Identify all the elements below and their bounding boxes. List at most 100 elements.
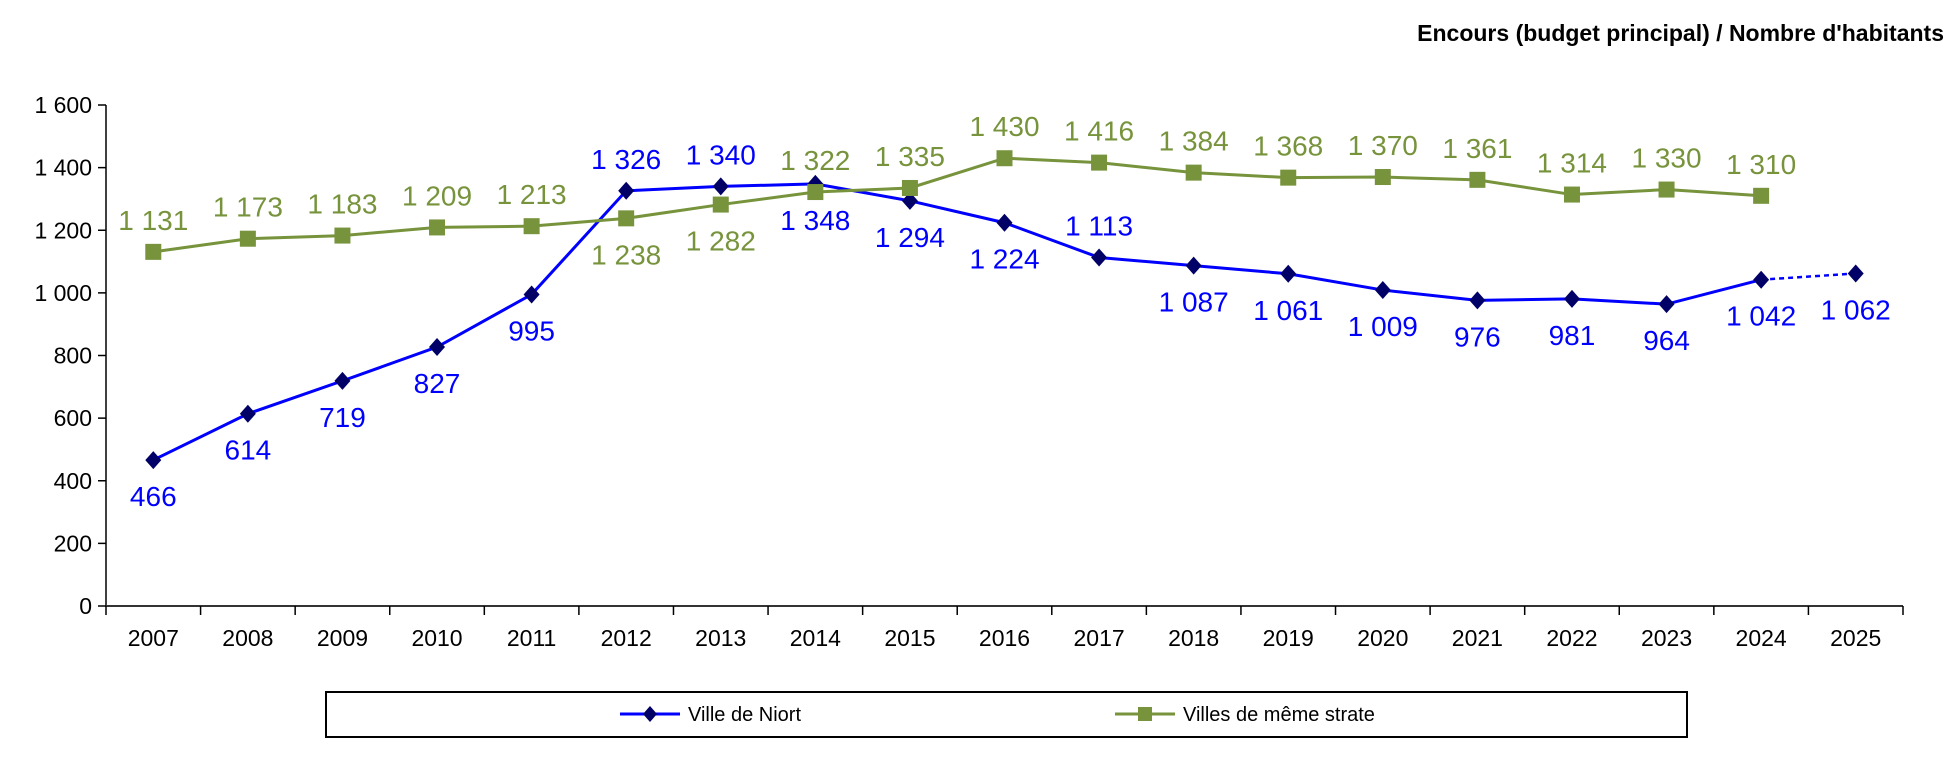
data-label: 1 113 <box>1065 210 1133 241</box>
data-point-square <box>239 230 256 247</box>
legend-marker-diamond <box>643 706 657 722</box>
data-label: 719 <box>319 402 366 433</box>
x-tick-label: 2023 <box>1641 625 1692 651</box>
data-point-square <box>712 196 729 213</box>
data-point-diamond <box>1563 289 1580 308</box>
data-point-diamond <box>1658 295 1675 314</box>
data-point-diamond <box>1091 248 1108 267</box>
data-point-square <box>1280 169 1297 186</box>
data-point-square <box>1374 169 1391 186</box>
data-label: 981 <box>1549 320 1596 351</box>
data-label: 1 173 <box>213 192 283 223</box>
data-point-square <box>1658 181 1675 198</box>
data-point-diamond <box>618 181 635 200</box>
data-label: 1 416 <box>1064 116 1134 147</box>
data-label: 1 326 <box>591 144 661 175</box>
x-tick-label: 2021 <box>1452 625 1503 651</box>
data-point-square <box>996 150 1013 167</box>
data-label: 1 370 <box>1348 130 1418 161</box>
data-label: 1 062 <box>1821 294 1891 325</box>
x-tick-label: 2018 <box>1168 625 1219 651</box>
data-label: 1 183 <box>307 189 377 220</box>
data-point-diamond <box>1847 264 1864 283</box>
x-tick-label: 2024 <box>1736 625 1787 651</box>
data-point-diamond <box>1185 256 1202 275</box>
data-point-square <box>807 184 824 201</box>
data-point-diamond <box>145 451 162 470</box>
y-tick-label: 1 400 <box>34 155 92 181</box>
x-tick-label: 2009 <box>317 625 368 651</box>
y-tick-label: 1 000 <box>34 280 92 306</box>
data-label: 1 361 <box>1442 133 1512 164</box>
data-point-diamond <box>523 285 540 304</box>
data-label: 827 <box>414 368 461 399</box>
legend-label: Ville de Niort <box>688 704 801 726</box>
x-tick-label: 2025 <box>1830 625 1881 651</box>
data-label: 1 009 <box>1348 311 1418 342</box>
x-tick-label: 2010 <box>411 625 462 651</box>
data-label: 1 340 <box>686 139 756 170</box>
data-point-diamond <box>1753 270 1770 289</box>
data-label: 976 <box>1454 321 1501 352</box>
data-point-square <box>1469 171 1486 188</box>
legend-label: Villes de même strate <box>1183 704 1375 726</box>
y-tick-label: 1 600 <box>34 92 92 118</box>
x-tick-label: 2013 <box>695 625 746 651</box>
data-label: 995 <box>508 315 555 346</box>
data-point-square <box>901 179 918 196</box>
x-tick-label: 2020 <box>1357 625 1408 651</box>
data-label: 1 294 <box>875 222 945 253</box>
x-tick-label: 2011 <box>507 625 556 651</box>
data-label: 1 061 <box>1253 295 1323 326</box>
x-tick-label: 2007 <box>128 625 179 651</box>
data-point-diamond <box>901 191 918 210</box>
data-point-diamond <box>429 338 446 357</box>
x-tick-label: 2012 <box>601 625 652 651</box>
data-point-square <box>1563 186 1580 203</box>
x-tick-label: 2017 <box>1073 625 1124 651</box>
data-point-diamond <box>1280 264 1297 283</box>
legend-marker-square <box>1138 707 1152 721</box>
chart-title: Encours (budget principal) / Nombre d'ha… <box>1417 20 1944 46</box>
series-line-0 <box>152 182 1762 462</box>
data-label: 1 368 <box>1253 131 1323 162</box>
data-label: 1 131 <box>118 205 188 236</box>
data-point-diamond <box>334 371 351 390</box>
data-label: 1 224 <box>969 244 1039 275</box>
x-tick-label: 2015 <box>884 625 935 651</box>
data-label: 1 087 <box>1159 287 1229 318</box>
data-label: 1 330 <box>1632 143 1702 174</box>
x-tick-label: 2016 <box>979 625 1030 651</box>
data-label: 1 348 <box>780 205 850 236</box>
data-label: 964 <box>1643 325 1690 356</box>
data-point-diamond <box>1374 281 1391 300</box>
data-point-square <box>334 227 351 244</box>
data-label: 614 <box>225 435 272 466</box>
data-point-square <box>145 243 162 260</box>
data-label: 1 335 <box>875 141 945 172</box>
data-point-square <box>618 210 635 227</box>
y-tick-label: 1 200 <box>34 217 92 243</box>
data-label: 1 314 <box>1537 148 1607 179</box>
y-tick-label: 600 <box>54 405 92 431</box>
data-label: 466 <box>130 481 177 512</box>
series-dashed-segment-0 <box>1761 272 1856 281</box>
x-tick-label: 2022 <box>1546 625 1597 651</box>
x-tick-label: 2014 <box>790 625 841 651</box>
data-point-square <box>523 218 540 235</box>
data-label: 1 209 <box>402 180 472 211</box>
legend-box <box>325 691 1688 738</box>
data-label: 1 322 <box>780 145 850 176</box>
data-label: 1 282 <box>686 226 756 257</box>
series-line-1 <box>153 156 1762 254</box>
data-point-diamond <box>1469 291 1486 310</box>
data-point-square <box>429 219 446 236</box>
data-point-square <box>1091 154 1108 171</box>
data-point-square <box>1185 164 1202 181</box>
data-label: 1 042 <box>1726 301 1796 332</box>
data-point-diamond <box>712 177 729 196</box>
y-tick-label: 800 <box>54 343 92 369</box>
y-tick-label: 0 <box>79 593 92 619</box>
data-label: 1 213 <box>497 179 567 210</box>
